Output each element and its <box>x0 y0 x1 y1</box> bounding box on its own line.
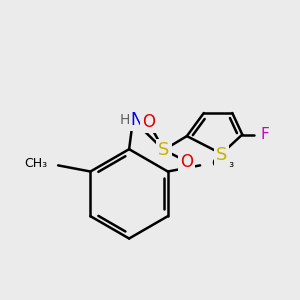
Text: CH₃: CH₃ <box>24 157 47 170</box>
Text: S: S <box>216 146 227 164</box>
Text: O: O <box>142 113 155 131</box>
Text: F: F <box>260 127 269 142</box>
Text: S: S <box>158 141 169 159</box>
Text: O: O <box>180 152 194 170</box>
Text: CH₃: CH₃ <box>211 157 234 170</box>
Text: H: H <box>120 113 130 127</box>
Text: N: N <box>130 111 143 129</box>
